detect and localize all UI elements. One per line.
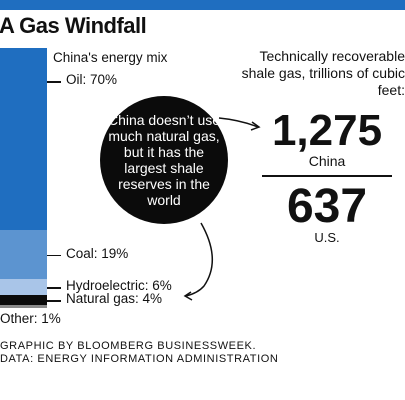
comparison-divider bbox=[262, 175, 392, 177]
arrow-to-natural-gas bbox=[185, 222, 214, 297]
callout-text: China doesn’t use much natural gas, but … bbox=[107, 112, 221, 208]
top-accent-bar bbox=[0, 0, 405, 10]
us-reserves-value: 637 bbox=[286, 180, 368, 233]
arrow-to-china-value bbox=[218, 117, 259, 128]
segment-leader-natural-gas bbox=[47, 300, 61, 302]
graphic-credit: GRAPHIC BY BLOOMBERG BUSINESSWEEK. bbox=[0, 340, 257, 352]
segment-leader-hydroelectric bbox=[47, 287, 61, 289]
page-title: A Gas Windfall bbox=[0, 13, 147, 38]
segment-label-natural-gas: Natural gas: 4% bbox=[66, 291, 163, 307]
bar-segment-other bbox=[0, 305, 47, 308]
data-source: DATA: ENERGY INFORMATION ADMINISTRATION bbox=[0, 353, 279, 365]
bar-segment-hydroelectric bbox=[0, 279, 47, 295]
segment-label-other: Other: 1% bbox=[0, 311, 61, 326]
chart-title: China's energy mix bbox=[53, 50, 168, 65]
china-label: China bbox=[308, 153, 346, 169]
energy-mix-stacked-bar bbox=[0, 48, 47, 308]
segment-leader-coal bbox=[47, 254, 61, 257]
segment-label-hydroelectric: Hydroelectric: 6% bbox=[66, 278, 172, 294]
arrow-to-china-value-head bbox=[250, 121, 261, 131]
arrow-to-natural-gas-head bbox=[183, 291, 193, 301]
us-label: U.S. bbox=[314, 230, 340, 245]
comparison-heading: Technically recoverable shale gas, trill… bbox=[241, 48, 405, 98]
bar-segment-oil bbox=[0, 48, 47, 230]
bar-segment-natural-gas bbox=[0, 295, 47, 306]
segment-label-coal: Coal: 19% bbox=[66, 245, 129, 261]
bar-segment-coal bbox=[0, 230, 47, 280]
callout-bubble: China doesn’t use much natural gas, but … bbox=[100, 96, 228, 224]
segment-leader-oil bbox=[47, 81, 61, 83]
segment-label-oil: Oil: 70% bbox=[66, 72, 118, 87]
china-reserves-value: 1,275 bbox=[271, 106, 383, 155]
